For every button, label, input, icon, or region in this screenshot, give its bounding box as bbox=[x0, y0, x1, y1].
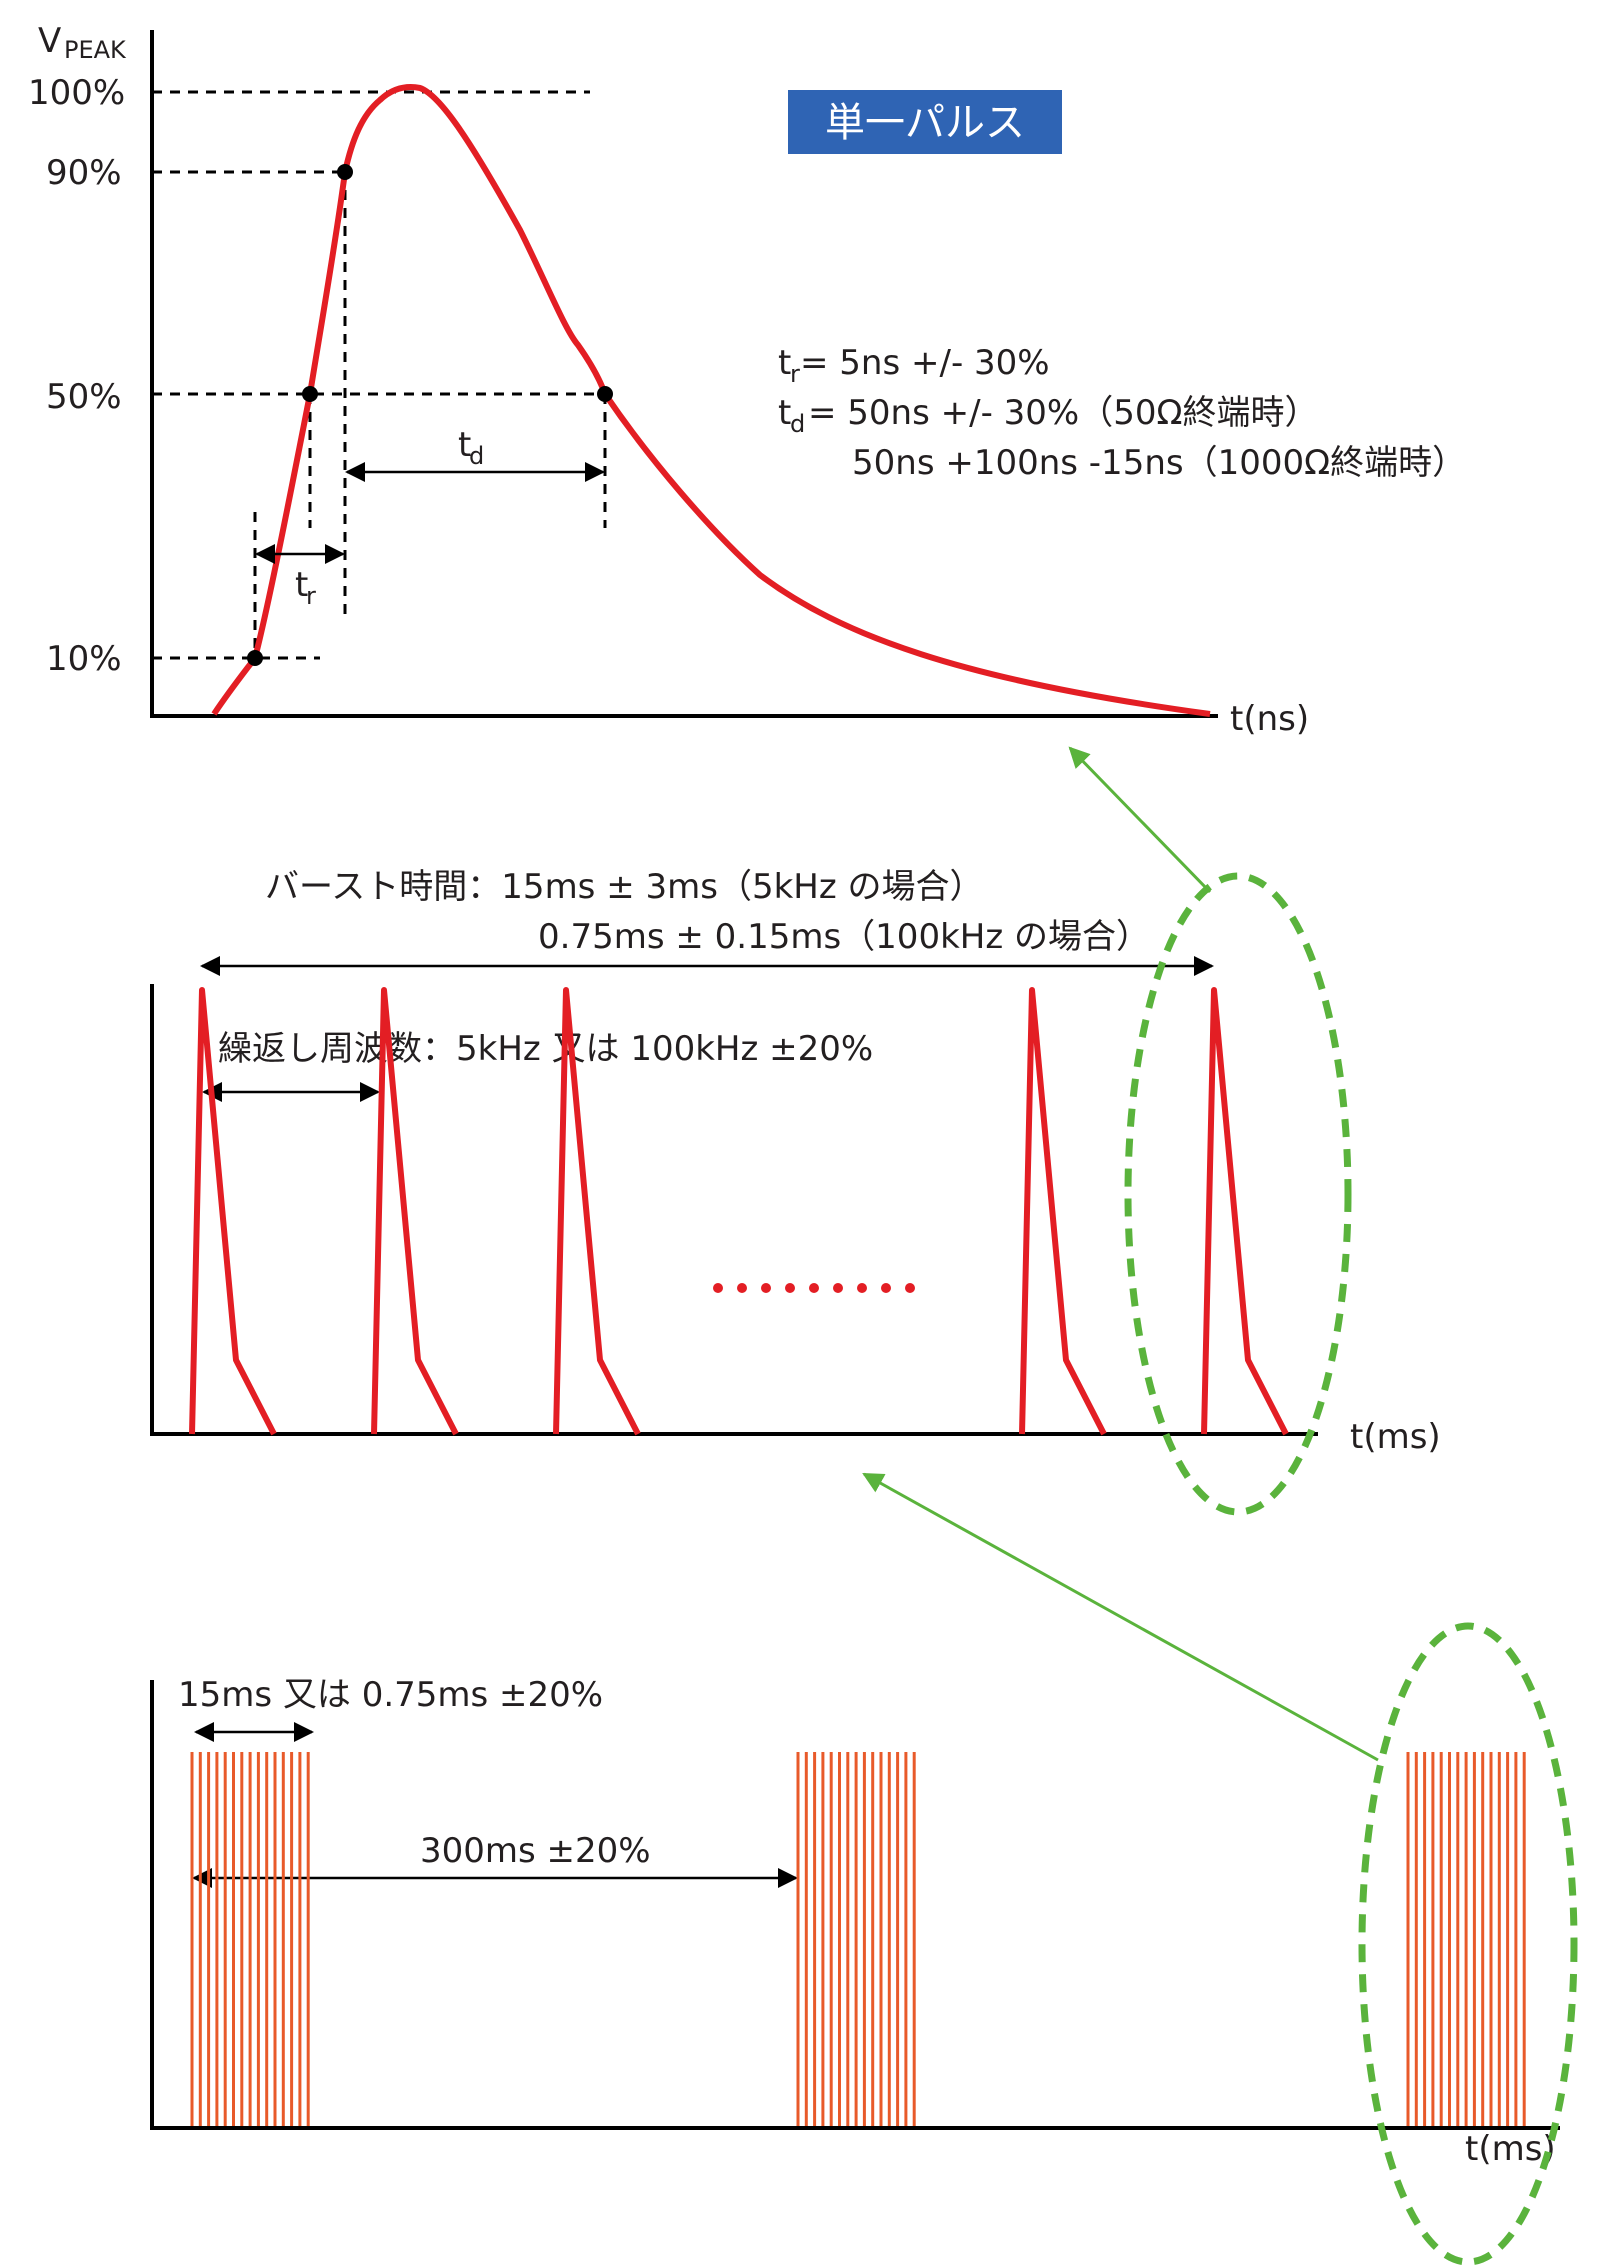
highlight-ellipse-bottom bbox=[1358, 1622, 1578, 2266]
td-label-sub: d bbox=[469, 442, 484, 470]
spec-line2: = 50ns +/- 30%（50Ω終端時） bbox=[808, 393, 1318, 433]
burst-train-panel: t(ms) 15ms 又は 0.75ms ±20% 300ms ±20% bbox=[150, 1622, 1578, 2266]
point-50pct-rise bbox=[302, 386, 318, 402]
burst-pulse-1 bbox=[189, 987, 277, 1436]
single-pulse-panel: V PEAK 100% 90% 50% 10% t(ns) t r t d bbox=[28, 21, 1466, 739]
burst-time-line1: バースト時間：15ms ± 3ms（5kHz の場合） bbox=[265, 867, 984, 907]
burst-pulse-5 bbox=[1201, 987, 1289, 1436]
burst-bars-1 bbox=[190, 1752, 310, 2126]
y-axis-label: V bbox=[38, 21, 61, 61]
point-90pct bbox=[337, 164, 353, 180]
spec-line1: = 5ns +/- 30% bbox=[800, 343, 1050, 383]
y-tick-10: 10% bbox=[46, 639, 122, 679]
tr-label: t bbox=[295, 565, 308, 605]
title-box bbox=[788, 90, 1062, 154]
ellipsis-dots bbox=[713, 1283, 915, 1293]
y-tick-100: 100% bbox=[28, 73, 125, 113]
spec-line2-sub: d bbox=[790, 410, 805, 438]
burst-bars-2 bbox=[796, 1752, 916, 2126]
td-label: t bbox=[458, 425, 471, 465]
zoom-arrow-top bbox=[1068, 746, 1212, 894]
burst-bars-3 bbox=[1406, 1752, 1526, 2126]
y-tick-90: 90% bbox=[46, 153, 122, 193]
burst-width-label: 15ms 又は 0.75ms ±20% bbox=[178, 1675, 603, 1715]
spec-line1-prefix: t bbox=[778, 343, 791, 383]
burst-pulse-2 bbox=[371, 987, 459, 1436]
highlight-ellipse-mid bbox=[1124, 872, 1352, 1516]
spec-line3: 50ns +100ns -15ns（1000Ω終端時） bbox=[852, 443, 1466, 483]
burst-pulse-4 bbox=[1019, 987, 1107, 1436]
burst-pulse-3 bbox=[553, 987, 641, 1436]
zoom-arrow-mid bbox=[862, 1472, 1379, 1762]
tr-label-sub: r bbox=[306, 582, 316, 610]
point-10pct bbox=[247, 650, 263, 666]
y-tick-50: 50% bbox=[46, 377, 122, 417]
single-pulse-waveform bbox=[211, 84, 1211, 717]
period-label: 300ms ±20% bbox=[420, 1831, 651, 1871]
x-axis-label-ms-bottom: t(ms) bbox=[1465, 2129, 1556, 2169]
spec-line2-prefix: t bbox=[778, 393, 791, 433]
spec-line1-sub: r bbox=[790, 360, 800, 388]
point-50pct-fall bbox=[597, 386, 613, 402]
repeat-frequency-label: 繰返し周波数：5kHz 又は 100kHz ±20% bbox=[218, 1029, 873, 1069]
x-axis-label-ms-mid: t(ms) bbox=[1350, 1417, 1441, 1457]
x-axis-label-ns: t(ns) bbox=[1230, 699, 1309, 739]
y-axis-label-sub: PEAK bbox=[64, 36, 127, 64]
burst-panel: バースト時間：15ms ± 3ms（5kHz の場合） 0.75ms ± 0.1… bbox=[150, 867, 1441, 1516]
title-text: 単一パルス bbox=[825, 100, 1025, 146]
burst-time-line2: 0.75ms ± 0.15ms（100kHz の場合） bbox=[538, 917, 1150, 957]
